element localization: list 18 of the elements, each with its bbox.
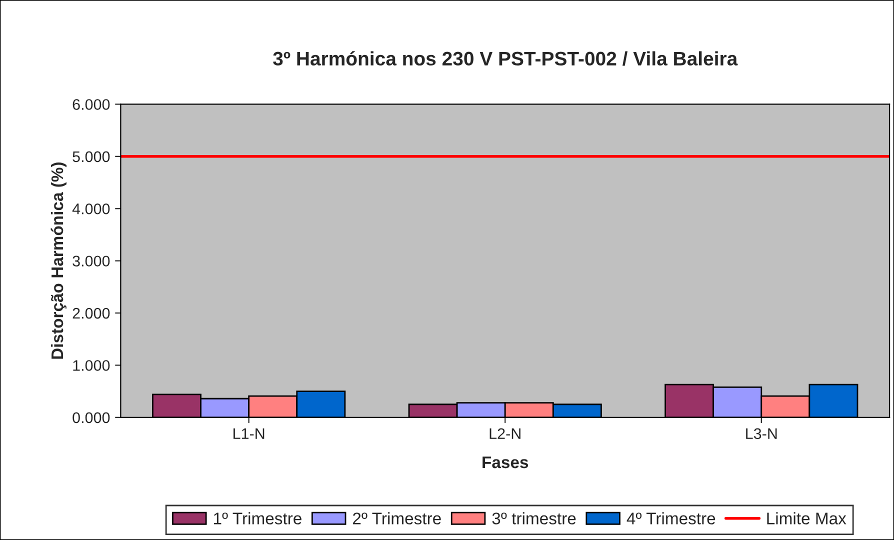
x-tick-label: L2-N [490, 428, 520, 439]
x-axis-title: Fases [482, 456, 528, 468]
legend-label: 2º Trimestre [353, 512, 441, 524]
legend-label: 4º Trimestre [626, 512, 716, 524]
y-tick-label: 0.000 [72, 412, 110, 424]
y-tick-label: 4.000 [72, 203, 110, 214]
legend-label: 3º trimestre [492, 512, 576, 524]
legend-label: 1º Trimestre [214, 512, 302, 524]
x-tick-label: L1-N [234, 428, 264, 439]
y-tick-label: 2.000 [72, 308, 110, 319]
chart-title: 3º Harmónica nos 230 V PST-PST-002 / Vila Baleira [273, 51, 738, 66]
y-tick-label: 3.000 [72, 256, 110, 267]
y-axis-title: Distorção Harmónica (%) [50, 162, 66, 359]
y-tick-label: 6.000 [72, 99, 110, 110]
x-tick-label: L3-N [746, 428, 777, 440]
legend-label: Limite Max [767, 512, 846, 524]
y-tick-label: 5.000 [72, 151, 110, 162]
y-tick-label: 1.000 [73, 360, 110, 371]
